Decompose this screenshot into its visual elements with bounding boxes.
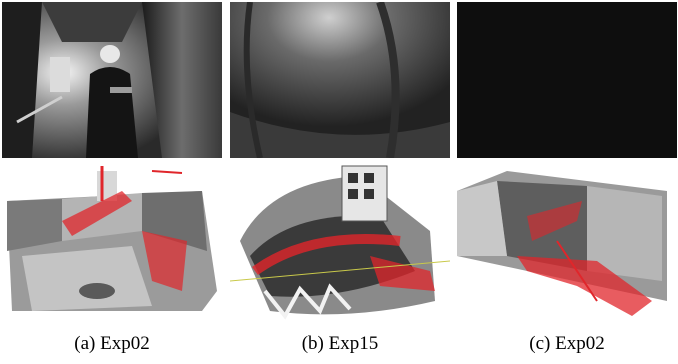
point-cloud-map-building-floor-drawing [2, 161, 222, 321]
point-cloud-map-room-drawing [457, 161, 677, 321]
camera-image-hallway-worker [2, 2, 222, 158]
caption-b: (b) Exp15 [301, 333, 379, 354]
camera-image-dim-hallway [230, 2, 450, 158]
point-cloud-map-building-floor [2, 161, 222, 321]
camera-image-hallway-worker-drawing [2, 2, 222, 158]
point-cloud-map-room [457, 161, 677, 321]
point-cloud-map-stairwell-drawing [230, 161, 450, 321]
camera-image-dark [457, 2, 677, 158]
point-cloud-map-stairwell [230, 161, 450, 321]
caption-c: (c) Exp02 [529, 333, 605, 354]
camera-image-dim-hallway-drawing [230, 2, 450, 158]
camera-image-dark-drawing [457, 2, 677, 158]
caption-a: (a) Exp02 [74, 333, 150, 354]
